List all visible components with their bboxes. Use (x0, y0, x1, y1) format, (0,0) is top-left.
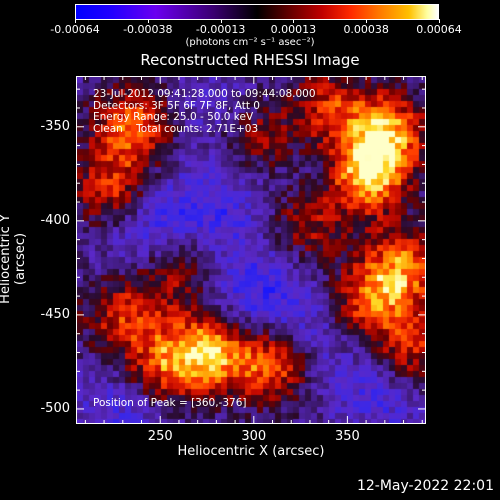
colorbar-tick-mark (293, 19, 295, 23)
colorbar-units: (photons cm⁻² s⁻¹ asec⁻²) (185, 37, 315, 48)
date-stamp: 12-May-2022 22:01 (356, 478, 494, 494)
x-tick-label: 350 (334, 429, 360, 444)
y-axis-label: Heliocentric Y (arcsec) (0, 214, 28, 304)
y-tick-label: -350 (40, 118, 70, 134)
colorbar-tick-label: 0.00013 (270, 23, 317, 36)
colorbar-tick-label: -0.00064 (50, 23, 100, 36)
x-tick-label: 250 (147, 429, 173, 444)
y-tick-label: -450 (40, 306, 70, 322)
annotation-detectors: Detectors: 3F 5F 6F 7F 8F, Att 0 (93, 99, 260, 112)
colorbar-tick-mark (366, 19, 368, 23)
colorbar-tick-label: -0.00013 (195, 23, 246, 36)
annotation-energy: Energy Range: 25.0 - 50.0 keV (93, 111, 254, 123)
colorbar-tick-label: 0.00038 (343, 23, 389, 36)
plot-area: 23-Jul-2012 09:41:28.000 to 09:44:08.000… (76, 76, 426, 424)
annotation-time: 23-Jul-2012 09:41:28.000 to 09:44:08.000 (93, 88, 316, 100)
colorbar (75, 4, 439, 20)
y-tick-label: -400 (40, 212, 70, 228)
annotation-clean: Clean Total counts: 2.71E+03 (93, 122, 259, 135)
colorbar-tick-label: -0.00038 (123, 23, 173, 36)
colorbar-tick-mark (147, 19, 149, 23)
x-tick-label: 300 (241, 429, 267, 444)
colorbar-tick-label: 0.00064 (416, 23, 462, 36)
annotation-peak: Position of Peak = [360,-376] (93, 397, 247, 409)
chart-title: Reconstructed RHESSI Image (140, 51, 360, 69)
x-axis-label: Heliocentric X (arcsec) (177, 444, 325, 459)
colorbar-tick-mark (220, 19, 222, 23)
colorbar-tick-mark (75, 19, 76, 23)
y-tick-label: -500 (40, 400, 70, 416)
heatmap-image (77, 77, 425, 423)
colorbar-tick-mark (439, 19, 440, 23)
